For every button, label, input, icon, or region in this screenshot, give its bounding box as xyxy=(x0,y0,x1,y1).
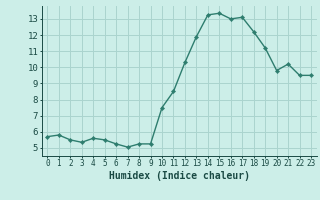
X-axis label: Humidex (Indice chaleur): Humidex (Indice chaleur) xyxy=(109,171,250,181)
